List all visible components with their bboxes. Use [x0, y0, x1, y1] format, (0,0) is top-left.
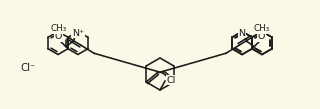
Text: CH₃: CH₃: [50, 24, 67, 33]
Text: O: O: [55, 32, 62, 41]
Text: O: O: [258, 32, 265, 41]
Text: Cl⁻: Cl⁻: [20, 63, 36, 73]
Text: N⁺: N⁺: [72, 28, 84, 37]
Text: N: N: [239, 28, 245, 37]
Text: Cl: Cl: [166, 76, 176, 84]
Text: CH₃: CH₃: [253, 24, 270, 33]
